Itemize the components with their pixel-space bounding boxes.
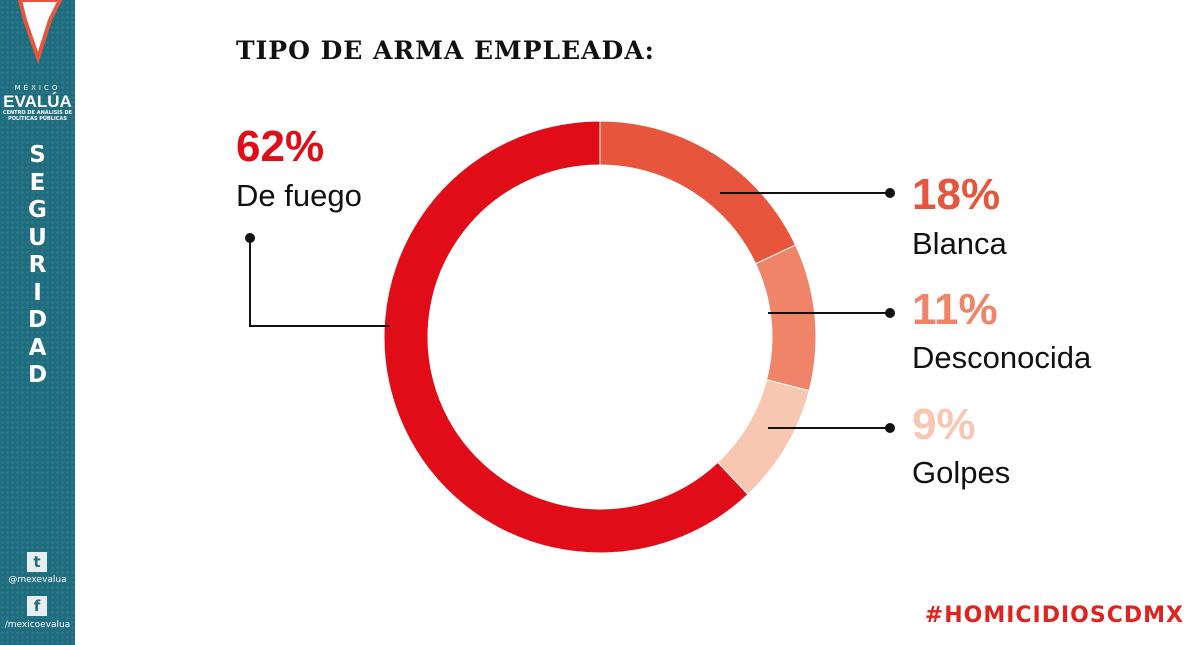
pct-label-golpes: 9% <box>912 400 976 449</box>
label-desconocida: Desconocida <box>912 340 1092 375</box>
slice-desconocida <box>754 244 817 392</box>
twitter-icon[interactable]: t <box>27 552 47 572</box>
leader-dot-golpes <box>885 423 895 433</box>
pct-label-desconocida: 11% <box>912 285 998 334</box>
pct-label-de-fuego: 62% <box>236 122 325 171</box>
sidebar: MÉXICO EVALÚA CENTRO DE ANÁLISIS DE POLÍ… <box>0 0 75 645</box>
leader-dot-de-fuego <box>245 233 255 243</box>
org-sub: CENTRO DE ANÁLISIS DE POLÍTICAS PÚBLICAS <box>2 110 73 122</box>
facebook-icon[interactable]: f <box>27 596 47 616</box>
facebook-handle[interactable]: /mexicoevalua <box>4 620 71 630</box>
slice-de-fuego <box>383 120 749 554</box>
chart-title: TIPO DE ARMA EMPLEADA: <box>236 36 655 65</box>
label-golpes: Golpes <box>912 455 1011 490</box>
section-label: S E G U R I D A D <box>27 142 48 388</box>
org-name: EVALÚA <box>3 92 72 111</box>
label-blanca: Blanca <box>912 226 1007 261</box>
org-top: MÉXICO <box>14 84 61 92</box>
leader-dot-desconocida <box>885 308 895 318</box>
pct-label-blanca: 18% <box>912 170 1001 219</box>
leader-dot-blanca <box>885 188 895 198</box>
label-de-fuego: De fuego <box>236 178 362 213</box>
leader-line-de-fuego <box>249 238 390 327</box>
twitter-handle[interactable]: @mexevalua <box>8 575 67 585</box>
logo-star-icon <box>17 0 63 65</box>
hashtag[interactable]: #HOMICIDIOSCDMX <box>924 603 1184 628</box>
